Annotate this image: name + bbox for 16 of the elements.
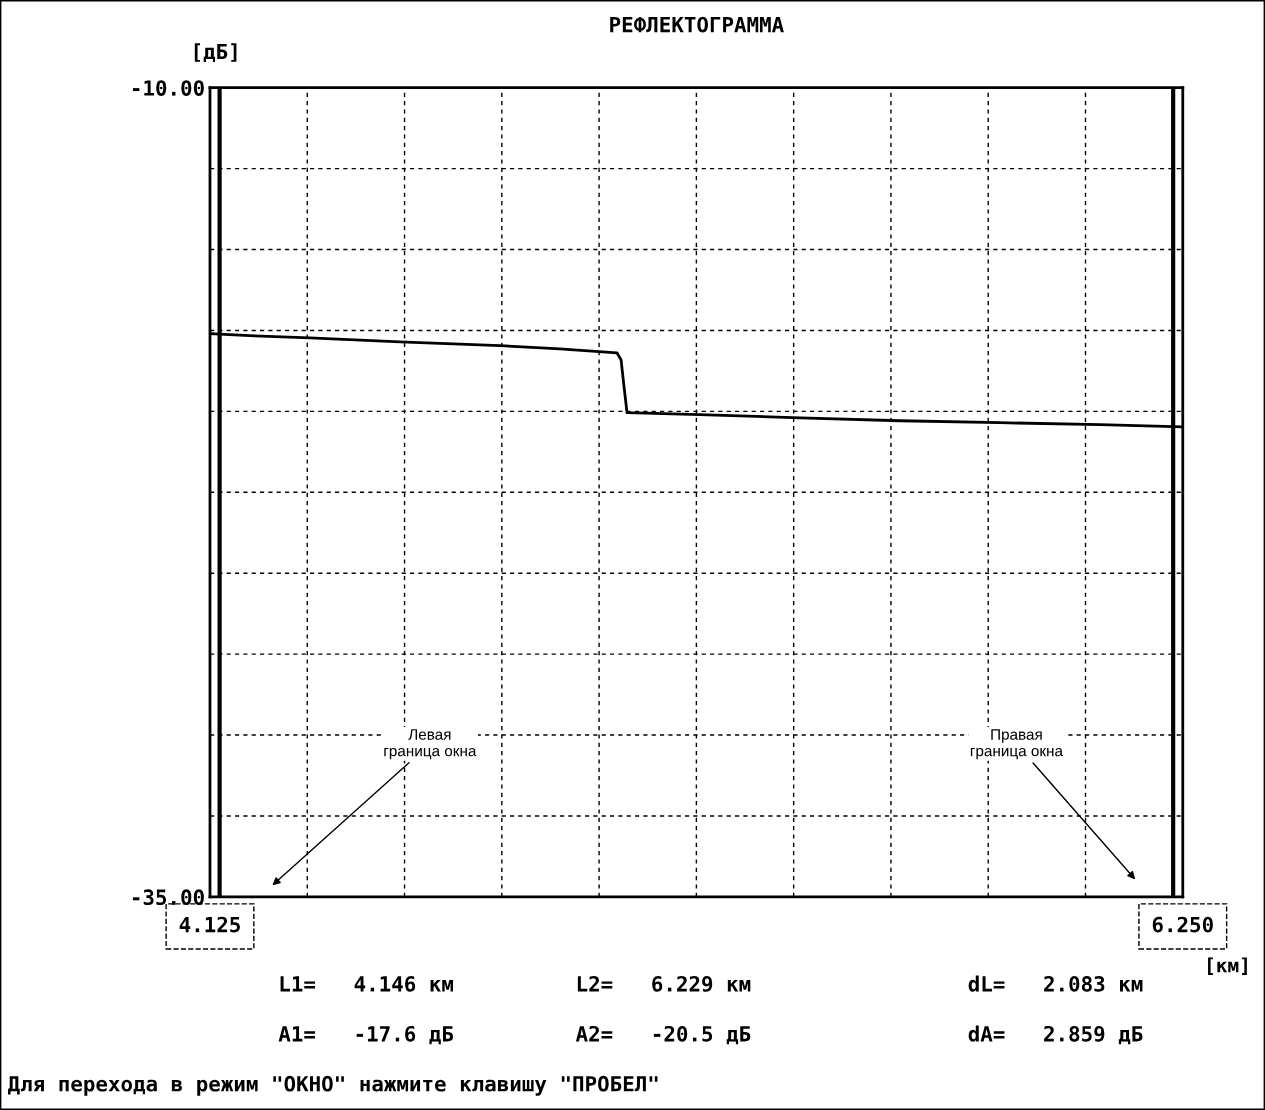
x-tick-label: 4.125: [179, 916, 240, 933]
x-axis-title: [км]: [1208, 957, 1247, 975]
text: L1= 4.146 км: [280, 975, 454, 992]
chart-title: РЕФЛЕКТОГРАММА: [610, 16, 784, 33]
y-tick-label: -35.00: [132, 889, 204, 906]
x-tick-label: 6.250: [1152, 916, 1213, 933]
annotation: Левая граница окна: [384, 729, 477, 760]
annotation: Правая граница окна: [970, 729, 1063, 760]
text: Для перехода в режим "ОКНО" нажмите клавишу "ПРОБЕЛ": [8, 1075, 658, 1096]
y-axis-title: [дБ]: [194, 43, 237, 62]
text: A2= -20.5 дБ: [575, 1025, 751, 1045]
text: dA= 2.859 дБ: [968, 1025, 1143, 1045]
text: A1= -17.6 дБ: [278, 1025, 454, 1045]
y-tick-label: -10.00: [132, 80, 204, 96]
text: L2= 6.229 км: [577, 975, 751, 992]
text: dL= 2.083 км: [968, 975, 1143, 992]
